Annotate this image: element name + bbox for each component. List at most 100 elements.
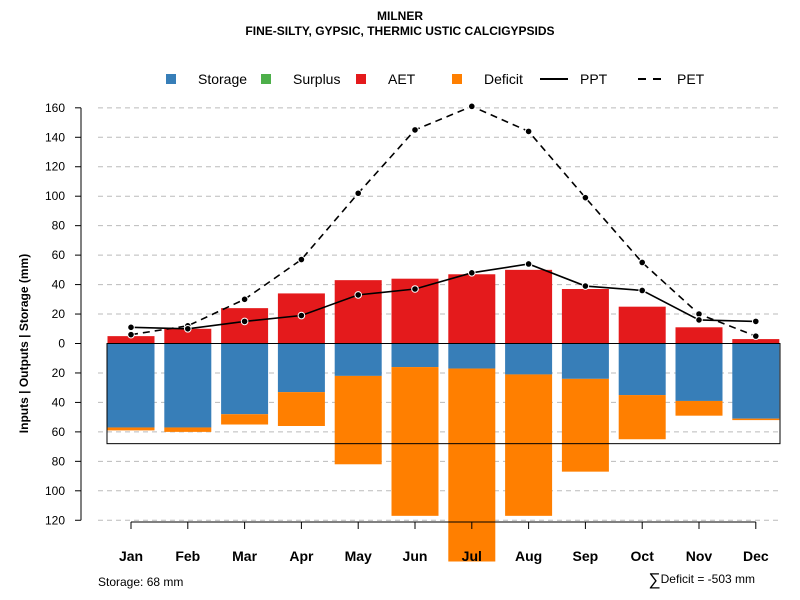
legend-label-storage: Storage (198, 71, 247, 87)
y-tick-label: 100 (45, 189, 65, 203)
chart-title: MILNER (377, 9, 423, 23)
storage-bar-aug (505, 343, 553, 375)
aet-bar-feb (164, 328, 212, 344)
legend-label-ppt: PPT (580, 71, 608, 87)
pet-point (297, 255, 306, 264)
y-tick-label: 80 (52, 454, 66, 468)
pet-point (638, 258, 647, 267)
deficit-bar-mar (221, 414, 269, 425)
storage-note: Storage: 68 mm (98, 575, 184, 589)
x-tick-label: Jan (119, 548, 143, 564)
legend-swatch-aet (356, 74, 366, 84)
bars (106, 269, 781, 562)
legend-swatch-surplus (261, 74, 271, 84)
deficit-bar-may (334, 375, 382, 465)
ppt-point (297, 311, 306, 320)
pet-point (354, 189, 363, 198)
ppt-point (354, 291, 363, 299)
grid-lines (98, 107, 780, 521)
x-tick-label: Jul (462, 548, 482, 564)
pet-point (581, 193, 590, 202)
storage-bar-jul (448, 343, 496, 369)
storage-bar-mar (221, 343, 269, 415)
pet-point (752, 332, 760, 340)
legend-swatch-deficit (452, 74, 462, 84)
sum-symbol: ∑ (648, 570, 661, 589)
ppt-point (638, 286, 647, 295)
aet-bar-mar (221, 308, 269, 344)
storage-bar-nov (675, 343, 723, 401)
ppt-point (411, 285, 419, 293)
storage-bar-may (334, 343, 382, 376)
ppt-point (127, 323, 135, 332)
aet-bar-dec (732, 339, 780, 344)
pet-point (411, 126, 419, 134)
ppt-point (524, 260, 533, 268)
storage-bar-sep (561, 343, 609, 379)
y-tick-label: 20 (52, 307, 66, 321)
deficit-bar-dec (732, 418, 780, 421)
deficit-bar-oct (618, 395, 666, 440)
y-tick-label: 60 (52, 248, 66, 262)
ppt-point (240, 317, 249, 326)
pet-point (524, 127, 533, 136)
storage-bar-oct (618, 343, 666, 396)
legend-swatch-storage (166, 74, 176, 84)
ppt-point (468, 268, 476, 277)
x-tick-label: May (345, 548, 372, 564)
y-tick-label: 120 (45, 160, 65, 174)
y-tick-label: 100 (45, 484, 65, 498)
deficit-bar-sep (561, 378, 609, 472)
storage-bar-feb (164, 343, 212, 428)
ppt-point (752, 317, 760, 326)
y-tick-label: 0 (58, 337, 65, 351)
y-tick-label: 60 (52, 425, 66, 439)
deficit-note: ∑Deficit = -503 mm (649, 570, 755, 590)
deficit-bar-jun (391, 367, 439, 516)
x-tick-label: Nov (686, 548, 713, 564)
y-tick-label: 140 (45, 130, 65, 144)
storage-bar-jan (107, 343, 155, 428)
pet-point (468, 102, 476, 111)
storage-bar-jun (391, 343, 439, 368)
aet-bar-aug (505, 269, 553, 344)
y-tick-label: 40 (52, 278, 66, 292)
storage-bar-apr (277, 343, 325, 393)
deficit-bar-feb (164, 427, 212, 432)
y-tick-label: 160 (45, 101, 65, 115)
y-tick-label: 20 (52, 366, 66, 380)
aet-bar-may (334, 280, 382, 344)
deficit-bar-apr (277, 392, 325, 426)
x-tick-label: Feb (175, 548, 200, 564)
x-tick-label: Mar (232, 548, 257, 564)
axes: 160 140 120 100 80 60 40 20 0 20 40 60 80 100 120 Input… (17, 101, 769, 564)
aet-bar-sep (561, 288, 609, 344)
deficit-total: Deficit = -503 mm (660, 572, 755, 586)
aet-bar-jul (448, 274, 496, 344)
y-tick-label: 120 (45, 513, 65, 527)
aet-bar-jan (107, 336, 155, 344)
storage-capacity-box (106, 343, 781, 445)
x-tick-label: Aug (515, 548, 542, 564)
ppt-point (184, 324, 192, 333)
x-tick-label: Oct (631, 548, 655, 564)
deficit-bar-nov (675, 400, 723, 416)
legend-label-deficit: Deficit (484, 71, 523, 87)
legend-label-pet: PET (677, 71, 705, 87)
ppt-point (581, 282, 590, 290)
ppt-point (695, 316, 703, 324)
aet-bar-oct (618, 306, 666, 344)
x-tick-label: Sep (573, 548, 599, 564)
x-tick-label: Jun (403, 548, 428, 564)
deficit-bar-aug (505, 374, 553, 516)
pet-point (240, 295, 249, 304)
pet-point (127, 330, 135, 339)
chart-subtitle: FINE-SILTY, GYPSIC, THERMIC USTIC CALCIG… (245, 24, 555, 38)
x-tick-label: Dec (743, 548, 769, 564)
deficit-bar-jan (107, 427, 155, 431)
deficit-bar-jul (448, 368, 496, 562)
legend-label-surplus: Surplus (293, 71, 340, 87)
y-tick-label: 80 (52, 219, 66, 233)
x-tick-label: Apr (289, 548, 314, 564)
